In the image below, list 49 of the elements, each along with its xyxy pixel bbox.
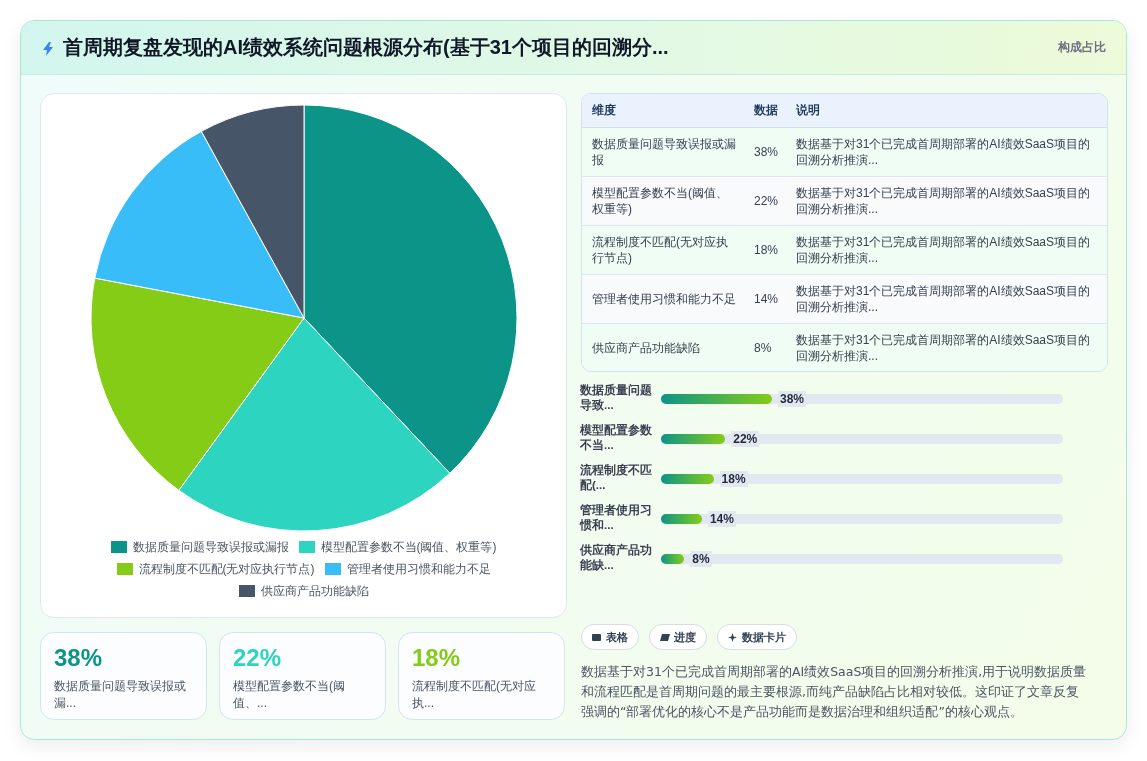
data-label: 8% xyxy=(690,551,712,567)
category-label: 数据质量问题导致误报或漏... xyxy=(54,678,187,712)
data-label: 22% xyxy=(233,644,282,672)
text: 管理者使用习惯和能力不足 xyxy=(592,292,736,306)
category-label: 说明 xyxy=(796,103,820,118)
text: 构成占比 xyxy=(1058,39,1106,56)
bar xyxy=(661,394,772,404)
data-label: 22% xyxy=(731,431,760,447)
bar xyxy=(661,474,714,484)
y-tick-label: 流程制度不匹配(... xyxy=(580,463,653,493)
y-tick-label: 数据质量问题导致... xyxy=(580,383,653,413)
data-label: 18% xyxy=(412,644,461,672)
data-label: 38% xyxy=(54,644,103,672)
text: 流程制度不匹配(无对应执行节点) xyxy=(592,235,728,265)
text: 数据卡片 xyxy=(742,629,786,645)
bar xyxy=(661,434,726,444)
legend-label: 供应商产品功能缺陷 xyxy=(260,582,369,600)
text: 14% xyxy=(754,292,779,306)
text: 数据基于对31个已完成首周期部署的AI绩效SaaS项目的回溯分析推演... xyxy=(796,186,1091,216)
text: 模型配置参数不当(阈值、权重等) xyxy=(592,186,728,216)
data-label: 18% xyxy=(719,471,748,487)
y-tick-label: 模型配置参数不当... xyxy=(580,423,653,453)
category-label: 模型配置参数不当(阈值、... xyxy=(233,678,346,712)
legend-label: 管理者使用习惯和能力不足 xyxy=(346,560,491,578)
category-label: 流程制度不匹配(无对应执... xyxy=(412,678,537,712)
text: 首周期复盘发现的AI绩效系统问题根源分布(基于31个项目的回溯分... xyxy=(63,35,669,60)
text: 供应商产品功能缺陷 xyxy=(592,341,700,355)
data-label: 14% xyxy=(707,511,736,527)
text: 数据基于对31个已完成首周期部署的AI绩效SaaS项目的回溯分析推演... xyxy=(796,284,1091,314)
text: 数据质量问题导致误报或漏报 xyxy=(592,137,736,167)
category-label: 数据 xyxy=(754,103,778,118)
text: 数据基于对31个已完成首周期部署的AI绩效SaaS项目的回溯分析推演,用于说明数据质量和流程匹配是首周期问题的最主要根源,而纯产品缺陷占比相对较低。这印证了文章反复强调的“部署优化的核心不是产品功能而是数据治理和组织适配”的核心观点。 xyxy=(581,663,1088,721)
text: 38% xyxy=(754,145,779,159)
data-label: 38% xyxy=(778,391,807,407)
text: 22% xyxy=(754,194,779,208)
category-label: 维度 xyxy=(592,102,616,118)
legend-label: 流程制度不匹配(无对应执行节点) xyxy=(138,560,315,578)
text: 进度 xyxy=(674,629,696,645)
y-tick-label: 供应商产品功能缺... xyxy=(580,543,653,573)
text: 表格 xyxy=(606,629,628,645)
legend-label: 数据质量问题导致误报或漏报 xyxy=(132,538,289,556)
text: 18% xyxy=(754,243,779,257)
legend-label: 模型配置参数不当(阈值、权重等) xyxy=(320,538,497,556)
text: 数据基于对31个已完成首周期部署的AI绩效SaaS项目的回溯分析推演... xyxy=(796,235,1091,265)
text: 数据基于对31个已完成首周期部署的AI绩效SaaS项目的回溯分析推演... xyxy=(796,137,1091,167)
text: 8% xyxy=(754,341,772,355)
text: 数据基于对31个已完成首周期部署的AI绩效SaaS项目的回溯分析推演... xyxy=(796,333,1091,363)
bar xyxy=(661,514,702,524)
y-tick-label: 管理者使用习惯和... xyxy=(580,503,653,533)
